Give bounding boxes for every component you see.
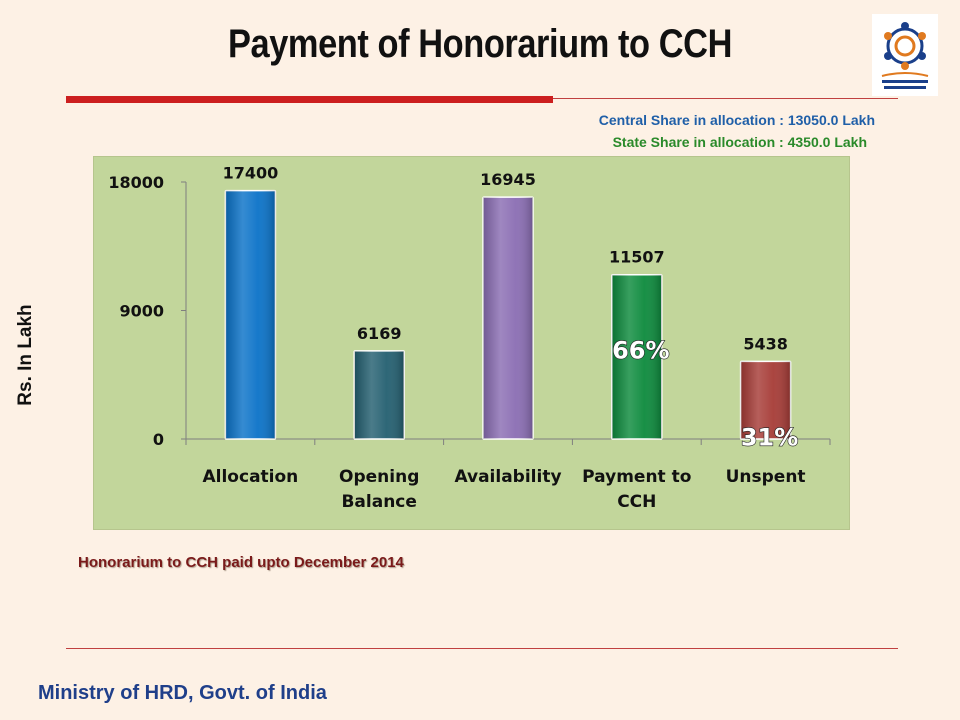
- page-title: Payment of Honorarium to CCH: [227, 22, 732, 66]
- percent-label: 31%: [741, 423, 798, 451]
- bar-shading: [611, 274, 662, 439]
- mid-day-meal-logo: [872, 14, 938, 96]
- state-share-text: State Share in allocation : 4350.0 Lakh: [612, 134, 867, 150]
- footer-divider: [66, 648, 898, 649]
- bar-shading: [354, 350, 405, 439]
- x-category-label: CCH: [617, 492, 656, 512]
- title-underline-thin: [553, 98, 898, 99]
- x-category-label: Allocation: [203, 467, 299, 487]
- footnote: Honorarium to CCH paid upto December 201…: [78, 554, 404, 571]
- chart-panel: [93, 156, 850, 530]
- bar-value-label: 17400: [223, 164, 279, 183]
- bar-shading: [483, 197, 533, 439]
- percent-label: 66%: [612, 337, 669, 365]
- title-underline-red: [66, 96, 553, 103]
- x-category-label: Unspent: [726, 467, 806, 487]
- y-tick-label: 0: [153, 430, 164, 449]
- x-category-label: Balance: [341, 492, 416, 512]
- bar-value-label: 11507: [609, 248, 665, 267]
- bar-value-label: 16945: [480, 170, 536, 189]
- x-category-label: Opening: [339, 467, 419, 487]
- y-tick-label: 18000: [108, 173, 164, 192]
- bar-value-label: 6169: [357, 324, 402, 343]
- x-category-label: Availability: [454, 467, 561, 487]
- central-share-text: Central Share in allocation : 13050.0 La…: [598, 112, 875, 128]
- bar-value-label: 5438: [743, 334, 788, 353]
- bar-shading: [225, 190, 276, 439]
- ministry-footer: Ministry of HRD, Govt. of India: [38, 682, 327, 704]
- y-tick-label: 9000: [119, 302, 164, 321]
- x-category-label: Payment to: [582, 467, 691, 487]
- bar-shading: [740, 361, 791, 439]
